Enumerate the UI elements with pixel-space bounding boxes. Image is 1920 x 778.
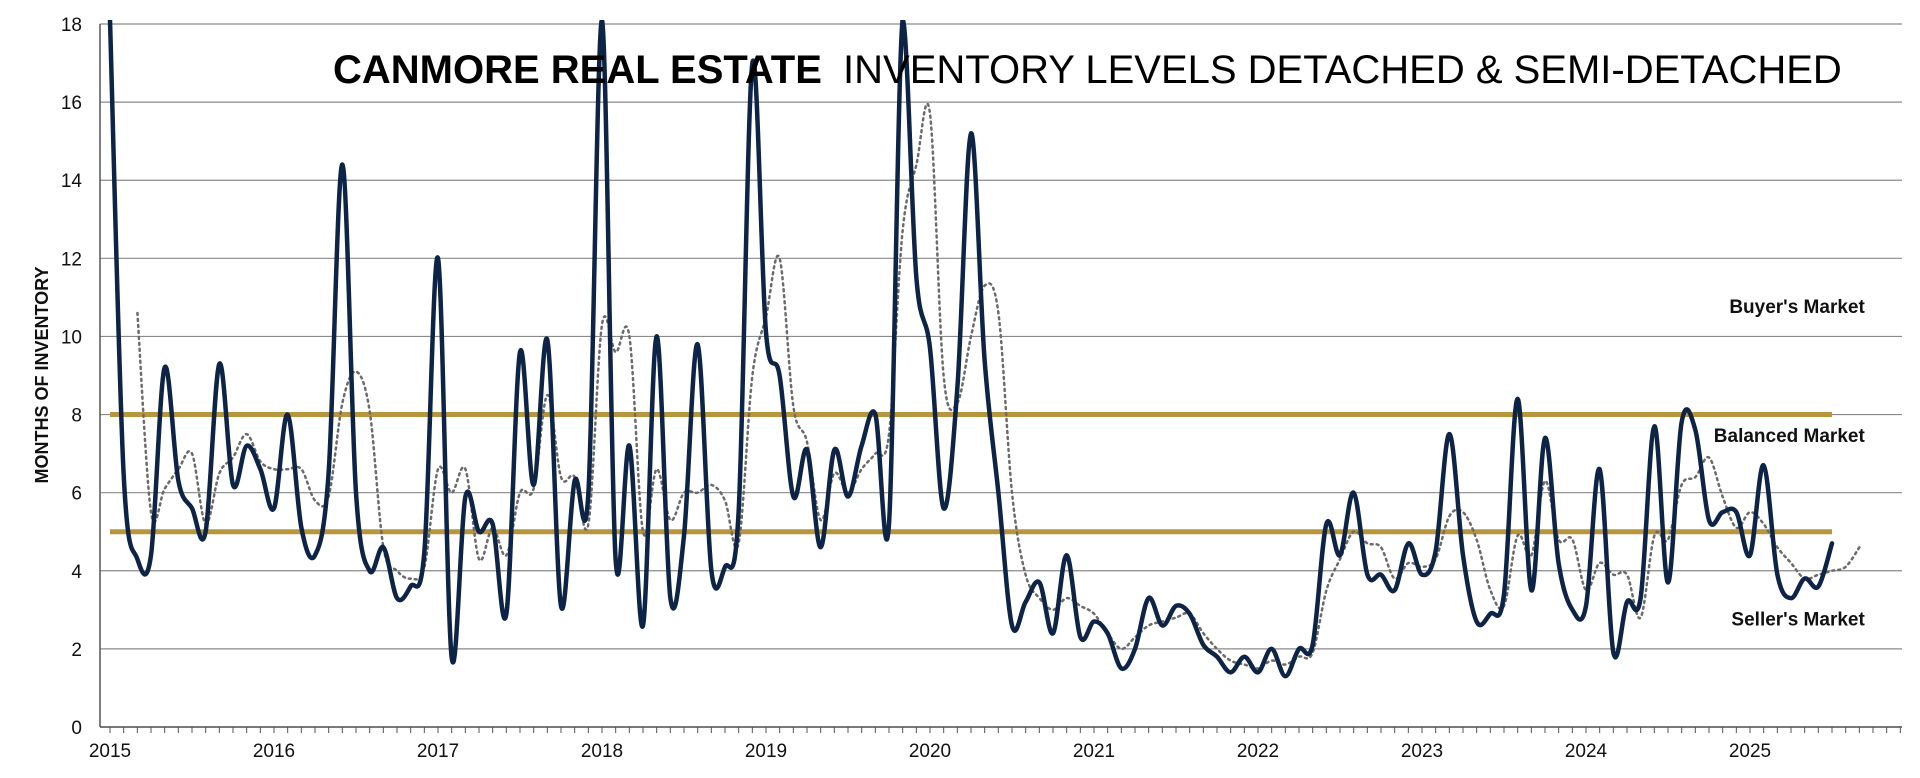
market-zone-label: Balanced Market bbox=[1714, 426, 1866, 447]
x-tick-label: 2021 bbox=[1073, 741, 1115, 762]
market-zone-label: Seller's Market bbox=[1731, 609, 1865, 630]
chart-title: CANMORE REAL ESTATE INVENTORY LEVELS DET… bbox=[333, 48, 1842, 92]
market-thresholds bbox=[110, 412, 1832, 535]
chart-title-bold: CANMORE REAL ESTATE bbox=[333, 48, 822, 92]
gridlines bbox=[100, 23, 1902, 728]
market-zone-label: Buyer's Market bbox=[1729, 297, 1865, 318]
y-tick-label: 4 bbox=[71, 562, 82, 583]
x-tick-label: 2016 bbox=[253, 741, 295, 762]
series bbox=[107, 20, 1861, 679]
tick-labels: 0 2 4 6 8 10 12 14 16 18 2015 2016 2017 2018 2019 2020 2… bbox=[61, 15, 1771, 762]
y-tick-label: 16 bbox=[61, 93, 82, 114]
x-tick-label: 2023 bbox=[1401, 741, 1443, 762]
x-tick-label: 2020 bbox=[909, 741, 951, 762]
trend-series-line bbox=[136, 102, 1861, 670]
x-tick-label: 2022 bbox=[1237, 741, 1279, 762]
y-axis-label: MONTHS OF INVENTORY bbox=[32, 266, 52, 483]
x-tick-label: 2015 bbox=[89, 741, 131, 762]
chart-title-rest: INVENTORY LEVELS DETACHED & SEMI-DETACHE… bbox=[843, 48, 1842, 92]
x-tick-label: 2019 bbox=[745, 741, 787, 762]
axes bbox=[99, 24, 1902, 733]
market-annotations: Buyer's Market Balanced Market Seller's Ma… bbox=[1714, 297, 1866, 630]
x-tick-label: 2018 bbox=[581, 741, 623, 762]
y-tick-label: 14 bbox=[61, 171, 83, 192]
y-tick-label: 10 bbox=[61, 327, 82, 348]
x-tick-label: 2025 bbox=[1729, 741, 1771, 762]
x-tick-label: 2024 bbox=[1565, 741, 1608, 762]
y-tick-label: 18 bbox=[61, 15, 82, 36]
x-tick-label: 2017 bbox=[417, 741, 459, 762]
y-tick-label: 12 bbox=[61, 249, 82, 270]
y-tick-label: 8 bbox=[71, 406, 82, 427]
inventory-series-line bbox=[107, 20, 1835, 679]
y-tick-label: 0 bbox=[71, 718, 82, 739]
y-tick-label: 6 bbox=[71, 484, 82, 505]
y-tick-label: 2 bbox=[71, 640, 82, 661]
